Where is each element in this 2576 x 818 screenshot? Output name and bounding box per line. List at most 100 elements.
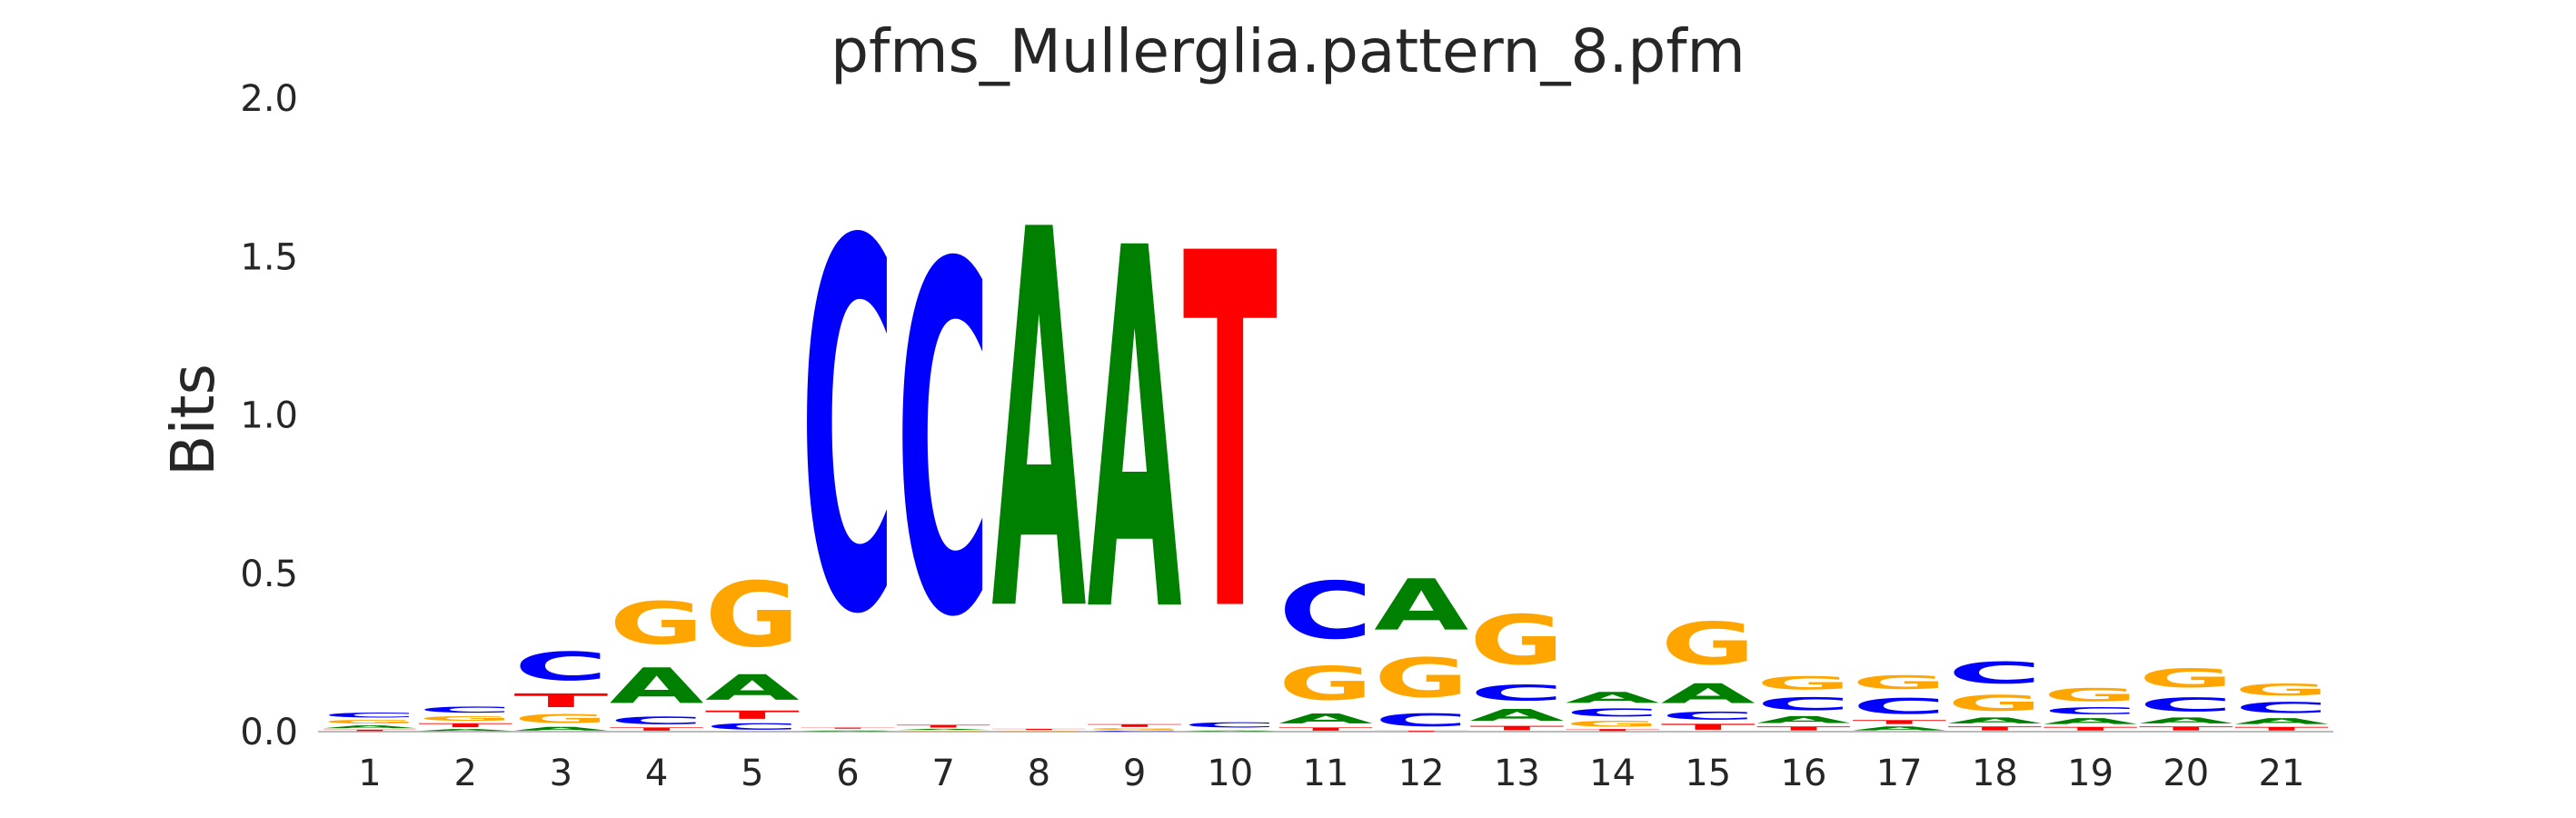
logo-letter-A: A xyxy=(896,729,991,731)
logo-letter-T: T xyxy=(1852,719,1946,725)
logo-letter-C: C xyxy=(1661,710,1755,723)
logo-letter-G: G xyxy=(2234,680,2329,699)
x-tick-label: 8 xyxy=(1028,753,1050,794)
logo-letter-A: A xyxy=(1566,689,1660,706)
logo-letter-T: T xyxy=(2139,725,2233,732)
logo-letter-T: T xyxy=(801,727,895,729)
logo-letter-G: G xyxy=(323,719,417,724)
x-tick-label: 19 xyxy=(2067,753,2114,794)
logo-letter-T: T xyxy=(991,729,1086,731)
x-tick-label: 15 xyxy=(1685,753,1731,794)
logo-letter-T: T xyxy=(323,729,417,732)
logo-letter-G: G xyxy=(1088,728,1182,731)
x-tick-label: 21 xyxy=(2259,753,2305,794)
logo-letter-A: A xyxy=(1374,564,1468,646)
logo-letter-C: C xyxy=(1469,681,1564,706)
logo-letter-T: T xyxy=(1469,724,1564,732)
y-tick-label: 1.5 xyxy=(240,236,298,278)
logo-letter-G: G xyxy=(2139,663,2233,693)
x-tick-label: 6 xyxy=(836,753,859,794)
logo-letter-T: T xyxy=(1183,152,1278,719)
logo-letter-C: C xyxy=(705,722,800,732)
x-tick-label: 13 xyxy=(1494,753,1540,794)
chart-title: pfms_Mullerglia.pattern_8.pfm xyxy=(830,16,1746,86)
logo-letter-G: G xyxy=(1469,602,1564,681)
logo-letter-T: T xyxy=(1756,725,1851,732)
logo-letter-G: G xyxy=(1278,657,1373,711)
logo-letter-T: T xyxy=(2044,726,2138,732)
logo-letter-A: A xyxy=(323,724,418,729)
logo-letter-G: G xyxy=(896,731,990,732)
logo-letter-A: A xyxy=(2044,716,2138,725)
x-axis: 1 2 3 4 5 6 7 8 9 10 11 12 13 14 15 16 17 18 19 20 21 xyxy=(358,753,2304,794)
logo-letter-G: G xyxy=(801,729,895,730)
logo-letter-A: A xyxy=(801,731,896,732)
logo-letter-G: G xyxy=(513,712,608,726)
logo-letter-A: A xyxy=(1852,725,1947,732)
logo-letter-C: C xyxy=(1278,565,1373,657)
x-tick-label: 4 xyxy=(645,753,668,794)
logo-letter-A: A xyxy=(1183,731,1278,732)
logo-letter-G: G xyxy=(610,590,704,658)
logo-letter-C: C xyxy=(418,705,512,714)
x-tick-label: 12 xyxy=(1398,753,1445,794)
logo-letter-G: G xyxy=(1183,729,1278,730)
logo-letter-C: C xyxy=(323,712,417,719)
logo-letter-C: C xyxy=(1566,706,1660,719)
x-tick-label: 3 xyxy=(550,753,572,794)
logo-letter-A: A xyxy=(991,121,1087,726)
logo-letter-C: C xyxy=(2044,705,2138,716)
logo-letter-C: C xyxy=(610,714,704,726)
x-tick-label: 16 xyxy=(1781,753,1827,794)
logo-letter-T: T xyxy=(610,726,704,732)
logo-letter-G: G xyxy=(1947,691,2042,716)
logo-letter-C: C xyxy=(1756,693,1851,714)
y-tick-label: 0.0 xyxy=(240,712,298,753)
logo-letter-T: T xyxy=(1661,723,1755,732)
y-axis: 0.0 0.5 1.0 1.5 2.0 xyxy=(240,78,298,753)
logo-letter-C: C xyxy=(801,136,895,725)
logo-letter-T: T xyxy=(1374,731,1468,732)
logo-letter-T: T xyxy=(1278,726,1373,732)
logo-letter-G: G xyxy=(705,563,800,666)
logo-letter-A: A xyxy=(1661,678,1755,710)
y-axis-label: Bits xyxy=(158,364,228,476)
logo-letter-G: G xyxy=(1852,672,1946,693)
logo-letter-G: G xyxy=(991,731,1086,732)
logo-letter-T: T xyxy=(1947,725,2042,732)
x-tick-label: 17 xyxy=(1876,753,1923,794)
logo-letter-C: C xyxy=(1947,656,2042,691)
logo-letter-A: A xyxy=(2234,716,2329,725)
logo-letter-A: A xyxy=(705,667,801,708)
x-tick-label: 20 xyxy=(2163,753,2209,794)
logo-letter-T: T xyxy=(1088,723,1182,728)
logo-letter-T: T xyxy=(513,690,608,712)
logo-letter-A: A xyxy=(1947,716,2042,725)
logo-letter-C: C xyxy=(1852,693,1946,719)
logo-letter-G: G xyxy=(418,714,512,722)
logo-letter-A: A xyxy=(2139,716,2233,725)
logo-letter-G: G xyxy=(1756,673,1851,693)
logo-letter-A: A xyxy=(1278,711,1373,726)
x-tick-label: 7 xyxy=(931,753,954,794)
x-tick-label: 1 xyxy=(358,753,381,794)
logo-letter-C: C xyxy=(513,643,608,689)
y-tick-label: 1.0 xyxy=(240,395,298,437)
x-tick-label: 14 xyxy=(1589,753,1636,794)
logo-letter-A: A xyxy=(1469,705,1564,724)
y-tick-label: 0.5 xyxy=(240,554,298,595)
logo-letter-A: A xyxy=(1088,145,1183,722)
logo-letter-A: A xyxy=(610,658,704,714)
logo-letter-G: G xyxy=(2044,685,2138,705)
x-tick-label: 11 xyxy=(1303,753,1349,794)
logo-glyphs: TAGCATGCAGTCTCAGCTAGAGTCGATCGTACGTAAGCTT… xyxy=(323,121,2329,732)
logo-letter-G: G xyxy=(1566,719,1660,728)
logo-letter-C: C xyxy=(896,166,990,723)
x-tick-label: 10 xyxy=(1207,753,1253,794)
logo-letter-T: T xyxy=(418,723,512,729)
logo-letter-A: A xyxy=(418,729,513,732)
logo-letter-C: C xyxy=(2139,693,2233,715)
x-tick-label: 9 xyxy=(1123,753,1146,794)
logo-letter-C: C xyxy=(1088,731,1182,732)
